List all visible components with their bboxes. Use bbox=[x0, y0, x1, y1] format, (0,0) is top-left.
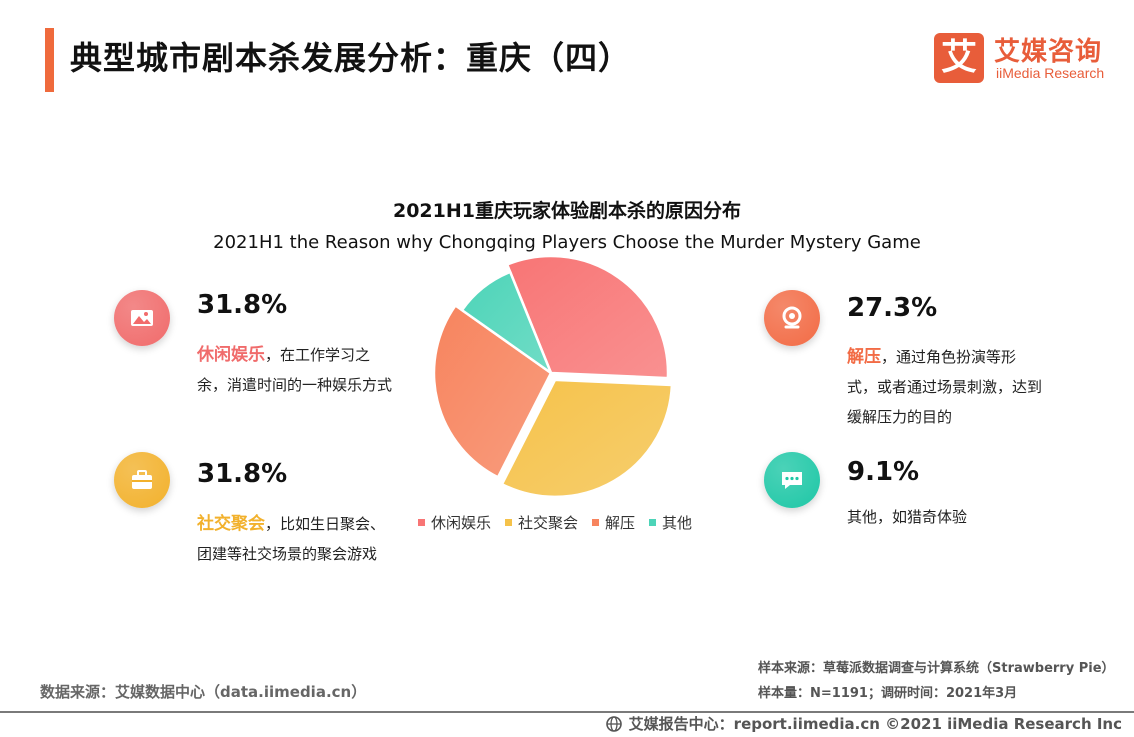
legend-label: 其他 bbox=[662, 514, 693, 532]
page-title: 典型城市剧本杀发展分析：重庆（四） bbox=[70, 39, 632, 77]
pie-slice-1 bbox=[500, 378, 674, 498]
legend-swatch bbox=[505, 519, 513, 526]
logo-en-text: iiMedia Research bbox=[996, 65, 1105, 81]
callout-pct-other: 9.1% bbox=[847, 457, 920, 487]
callout-highlight-leisure: 休闲娱乐 bbox=[197, 345, 265, 365]
callout-desc-social: 社交聚会，比如生日聚会、团建等社交场景的聚会游戏 bbox=[197, 509, 392, 569]
chart-title: 2021H1重庆玩家体验剧本杀的原因分布 bbox=[392, 200, 741, 222]
sample-size: 样本量：N=1191；调研时间：2021年3月 bbox=[758, 686, 1018, 701]
callout-desc-stress: 解压，通过角色扮演等形式，或者通过场景刺激，达到缓解压力的目的 bbox=[847, 342, 1042, 432]
iimedia-logo: 艾 艾媒咨询 iiMedia Research bbox=[934, 33, 1124, 85]
logo-mark: 艾 bbox=[934, 33, 984, 83]
footer: 艾媒报告中心：report.iimedia.cn ©2021 iiMedia R… bbox=[605, 713, 1122, 734]
legend-item: 其他 bbox=[649, 512, 692, 533]
legend-item: 休闲娱乐 bbox=[418, 512, 491, 533]
callout-text-other: 其他，如猎奇体验 bbox=[847, 508, 968, 526]
legend-swatch bbox=[418, 519, 425, 526]
pie-slice-3 bbox=[460, 270, 554, 377]
legend-label: 解压 bbox=[605, 514, 636, 532]
callout-desc-leisure: 休闲娱乐，在工作学习之余，消遣时间的一种娱乐方式 bbox=[197, 340, 392, 400]
legend-item: 社交聚会 bbox=[505, 512, 578, 533]
legend-label: 休闲娱乐 bbox=[431, 514, 492, 532]
sample-source: 样本来源：草莓派数据调查与计算系统（Strawberry Pie） bbox=[758, 661, 1115, 676]
callout-text-stress: ，通过角色扮演等形式，或者通过场景刺激，达到缓解压力的目的 bbox=[847, 348, 1043, 426]
globe-icon bbox=[605, 715, 622, 732]
logo-cn-text: 艾媒咨询 bbox=[994, 37, 1103, 67]
briefcase-icon bbox=[114, 452, 170, 508]
data-source: 数据来源：艾媒数据中心（data.iimedia.cn） bbox=[40, 683, 367, 701]
title-accent-bar bbox=[45, 28, 54, 92]
legend-swatch bbox=[592, 519, 600, 526]
callout-pct-social: 31.8% bbox=[197, 459, 288, 489]
chart-legend: 休闲娱乐 社交聚会 解压 其他 bbox=[418, 512, 692, 533]
chat-icon bbox=[764, 452, 820, 508]
callout-pct-stress: 27.3% bbox=[847, 293, 938, 323]
callout-pct-leisure: 31.8% bbox=[197, 290, 288, 320]
callout-desc-other: 其他，如猎奇体验 bbox=[847, 502, 1042, 532]
location-icon bbox=[764, 290, 820, 346]
footer-divider bbox=[0, 711, 1134, 713]
legend-label: 社交聚会 bbox=[518, 514, 579, 532]
callout-text-social: ，比如生日聚会、团建等社交场景的聚会游戏 bbox=[197, 515, 386, 563]
legend-swatch bbox=[649, 519, 657, 526]
callout-text-leisure: ，在工作学习之余，消遣时间的一种娱乐方式 bbox=[197, 346, 393, 394]
picture-icon bbox=[114, 290, 170, 346]
legend-item: 解压 bbox=[592, 512, 635, 533]
pie-slice-0 bbox=[505, 254, 670, 380]
chart-subtitle: 2021H1 the Reason why Chongqing Players … bbox=[213, 232, 921, 253]
copyright-text: 艾媒报告中心：report.iimedia.cn ©2021 iiMedia R… bbox=[628, 715, 1122, 733]
callout-highlight-social: 社交聚会 bbox=[197, 514, 265, 534]
callout-highlight-stress: 解压 bbox=[847, 347, 881, 367]
pie-chart bbox=[432, 254, 674, 498]
pie-slice-2 bbox=[432, 303, 553, 479]
